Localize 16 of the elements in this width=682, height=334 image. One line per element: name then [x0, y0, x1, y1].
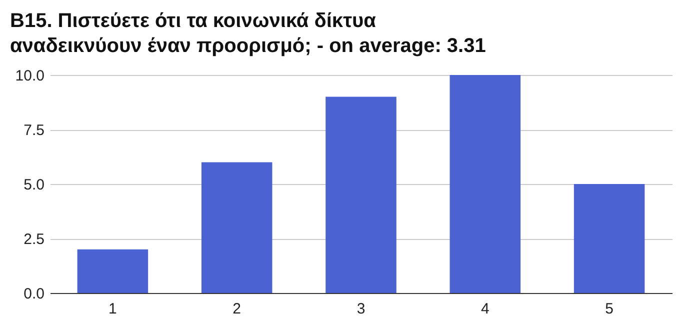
bar: [77, 249, 148, 293]
x-tick-label: 4: [480, 300, 490, 318]
y-tick-label: 5.0: [24, 176, 44, 194]
x-tick-label: 3: [356, 300, 366, 318]
y-tick-label: 2.5: [24, 231, 44, 248]
bar: [450, 75, 521, 293]
bar: [201, 162, 272, 293]
x-tick-label: 5: [605, 300, 614, 318]
bar: [574, 184, 645, 293]
x-tick-label: 2: [232, 300, 242, 318]
x-tick-label: 1: [108, 300, 117, 318]
bar: [326, 96, 396, 293]
y-tick-label: 0.0: [24, 286, 44, 302]
chart-title: B15. Πιστεύετε ότι τα κοινωνικά δίκτυα αναδεικνύουν έναν προορισμό; - on average: 3.31: [10, 10, 486, 57]
y-tick-label: 7.5: [24, 122, 44, 139]
y-tick-label: 10.0: [15, 68, 44, 84]
